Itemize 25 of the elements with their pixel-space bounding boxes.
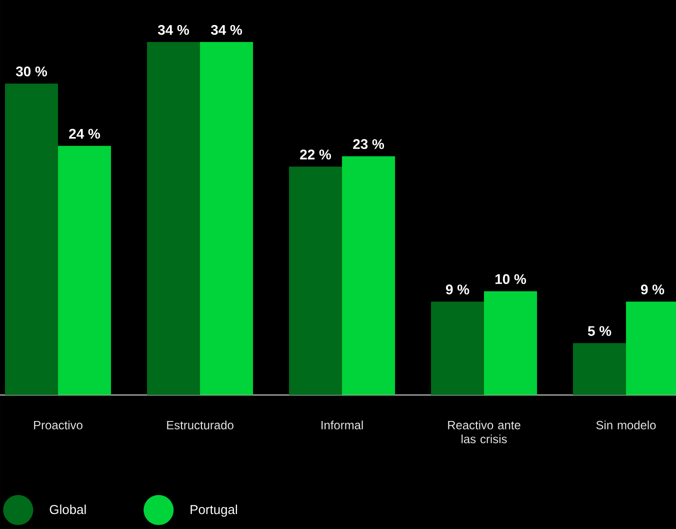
x-tick-label: Estructurado <box>167 420 234 430</box>
data-label: 34 % <box>210 24 242 35</box>
bar <box>5 84 58 396</box>
bar <box>58 146 112 396</box>
x-tick-label: Informal <box>322 420 363 430</box>
data-label: 23 % <box>353 139 384 150</box>
data-label: 30 % <box>16 66 48 76</box>
data-label: 34 % <box>158 24 190 35</box>
bar <box>200 42 254 396</box>
bar <box>484 291 538 396</box>
bar <box>431 302 484 396</box>
x-tick-label: Reactivo ante las crisis <box>448 420 520 444</box>
legend-label: Portugal <box>190 504 237 517</box>
data-label: 9 % <box>640 284 664 294</box>
data-label: 22 % <box>300 150 332 160</box>
legend-label: Global <box>50 504 86 514</box>
data-label: 10 % <box>495 274 526 284</box>
bar <box>147 42 200 396</box>
data-label: 24 % <box>69 128 100 139</box>
bar <box>289 166 342 396</box>
data-label: 5 % <box>588 326 612 336</box>
x-tick-label: Sin modelo <box>596 420 656 430</box>
x-tick-label: Proactivo <box>34 420 82 430</box>
bar <box>342 156 396 396</box>
data-label: 9 % <box>446 284 470 294</box>
